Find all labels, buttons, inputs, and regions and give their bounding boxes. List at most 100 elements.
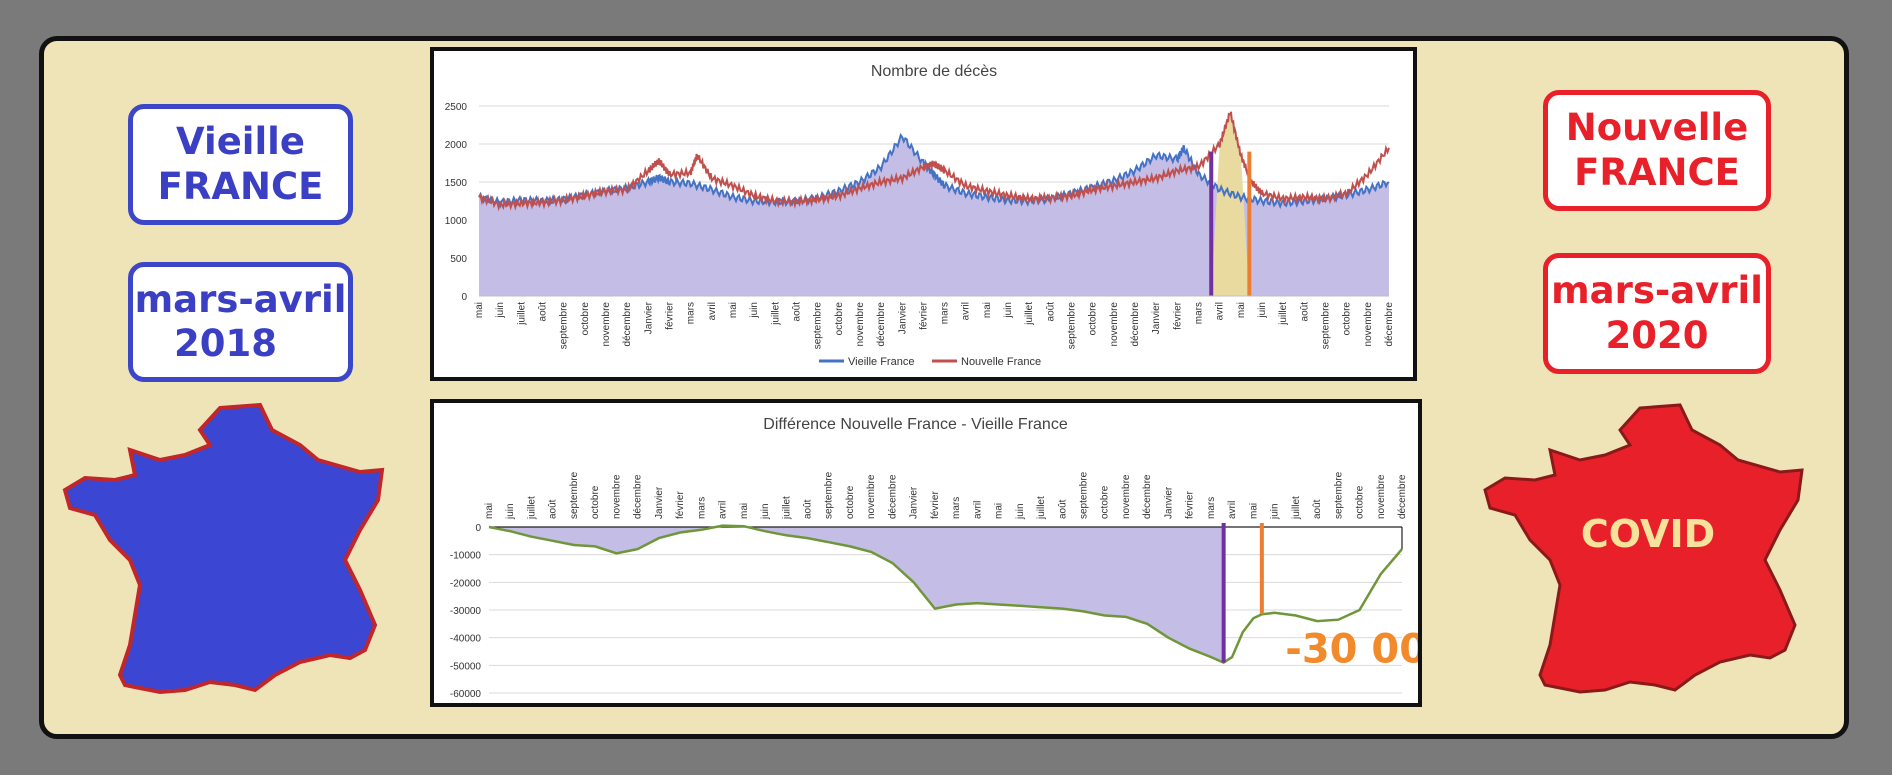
chart1-xtick-label: décembre [622,302,633,347]
chart2-xtick-label: juillet [1291,496,1302,520]
chart2-xtick-label: avril [1227,501,1238,519]
chart2-xtick-label: août [548,499,559,519]
chart1-xtick-label: août [1299,302,1310,322]
chart1-xtick-label: février [918,301,929,329]
chart1-xtick-label: Janvier [897,301,908,334]
chart1-xtick-label: avril [707,302,718,320]
vieille-france-badge: Vieille FRANCE [128,104,353,225]
chart2-xtick-label: septembre [1333,471,1344,519]
chart2-xtick-label: octobre [590,485,601,519]
chart1-xtick-label: mars [940,302,951,324]
chart1-xtick-label: Janvier [643,301,654,334]
chart2-xtick-label: décembre [1397,474,1408,519]
chart1-xtick-label: février [1172,301,1183,329]
chart2-xtick-label: juillet [526,496,537,520]
chart2-xtick-label: juin [505,503,516,520]
chart2-xtick-label: septembre [824,471,835,519]
chart1-xtick-label: mars [686,302,697,324]
chart2-annotation-label: -30 000 [1285,627,1418,673]
chart2-xtick-label: décembre [887,474,898,519]
chart1-xtick-label: novembre [1109,302,1120,347]
deaths-chart: Nombre de décès 0 500 1000 1500 2000 2500 mai ju… [430,47,1417,381]
chart2-xtick-label: octobre [845,485,856,519]
chart2-xtick-label: septembre [1079,471,1090,519]
chart1-xtick-label: mars [1194,302,1205,324]
chart2-xtick-label: juillet [1036,496,1047,520]
chart2-xtick-label: avril [972,501,983,519]
nouvelle-france-badge: Nouvelle FRANCE [1543,90,1771,211]
chart1-covid-zone [1211,112,1250,296]
chart1-xtick-label: décembre [1130,302,1141,347]
chart1-title: Nombre de décès [871,63,997,80]
chart1-xtick-label: mai [474,302,485,318]
chart1-xtick-label: février [664,301,675,329]
chart2-xtick-label: avril [718,501,729,519]
chart2-xtick-label: août [1312,499,1323,519]
chart2-xtick-label: août [802,499,813,519]
covid-label: COVID [1580,512,1716,556]
chart2-xtick-label: février [930,491,941,519]
year-2018-label: 2018 [174,322,277,365]
chart1-xtick-label: juillet [770,302,781,326]
chart1-area-fill [479,136,1389,296]
chart1-xtick-label: juin [495,302,506,319]
year-2020-label: 2020 [1605,313,1709,357]
chart1-xtick-label: juillet [1024,302,1035,326]
chart2-xtick-label: juin [1270,503,1281,520]
chart1-xtick-label: mai [982,302,993,318]
nouvelle-label: Nouvelle [1565,106,1749,150]
chart2-xtick-label: mai [1248,503,1259,519]
chart1-xtick-label: juillet [516,302,527,326]
chart2-xtick-label: août [1057,499,1068,519]
chart1-xtick-label: octobre [1088,302,1099,336]
chart1-xtick-label: décembre [1384,302,1395,347]
france-shape-blue [62,402,385,695]
france-map-red-icon [1483,403,1804,694]
chart1-ytick-label: 0 [461,292,467,303]
france-map-blue-icon [62,402,385,695]
chart1-xtick-label: août [537,302,548,322]
chart2-xtick-label: février [675,491,686,519]
chart1-xtick-label: novembre [1363,302,1374,347]
chart2-xtick-label: novembre [1376,474,1387,519]
chart1-ytick-label: 500 [450,254,467,265]
chart2-xtick-label: Janvier [654,486,665,519]
chart2-xtick-label: mars [951,497,962,519]
chart1-ytick-label: 2000 [445,140,468,151]
france-shape-red [1483,403,1804,694]
france-label-left: FRANCE [157,164,324,208]
chart2-xtick-label: mai [739,503,750,519]
chart2-xtick-label: juin [1015,503,1026,520]
chart1-xtick-label: mai [728,302,739,318]
chart2-xtick-label: mai [994,503,1005,519]
chart2-area-fill [489,525,1224,663]
chart2-xtick-label: novembre [1121,474,1132,519]
chart1-xtick-label: août [1045,302,1056,322]
chart1-ytick-label: 1000 [445,216,468,227]
chart2-ytick-label: -50000 [450,661,482,672]
chart1-xtick-label: septembre [1067,302,1078,350]
chart1-xtick-label: juin [749,302,760,319]
chart2-xtick-label: Janvier [1163,486,1174,519]
difference-chart: Différence Nouvelle France - Vieille Fra… [430,399,1422,707]
chart2-xtick-label: juillet [781,496,792,520]
chart1-xtick-label: septembre [1321,302,1332,350]
chart2-series-line [488,524,1403,665]
period-label-right: mars-avril [1551,269,1763,313]
chart1-xtick-label: juillet [1278,302,1289,326]
chart2-ytick-label: -60000 [450,689,482,700]
chart2-xtick-label: novembre [611,474,622,519]
chart2-xtick-label: décembre [633,474,644,519]
chart2-xtick-label: février [1185,491,1196,519]
chart1-xtick-label: Janvier [1151,301,1162,334]
chart2-xtick-label: mars [696,497,707,519]
chart1-xtick-label: décembre [876,302,887,347]
chart1-xtick-label: novembre [855,302,866,347]
chart2-xtick-label: septembre [569,471,580,519]
chart1-ytick-label: 2500 [445,102,468,113]
chart1-legend-label-0: Vieille France [848,356,914,368]
period-2020-badge: mars-avril 2020 [1543,253,1771,374]
chart1-series-line-1 [478,111,1390,212]
chart2-xtick-label: octobre [1355,485,1366,519]
chart1-xtick-label: septembre [559,302,570,350]
